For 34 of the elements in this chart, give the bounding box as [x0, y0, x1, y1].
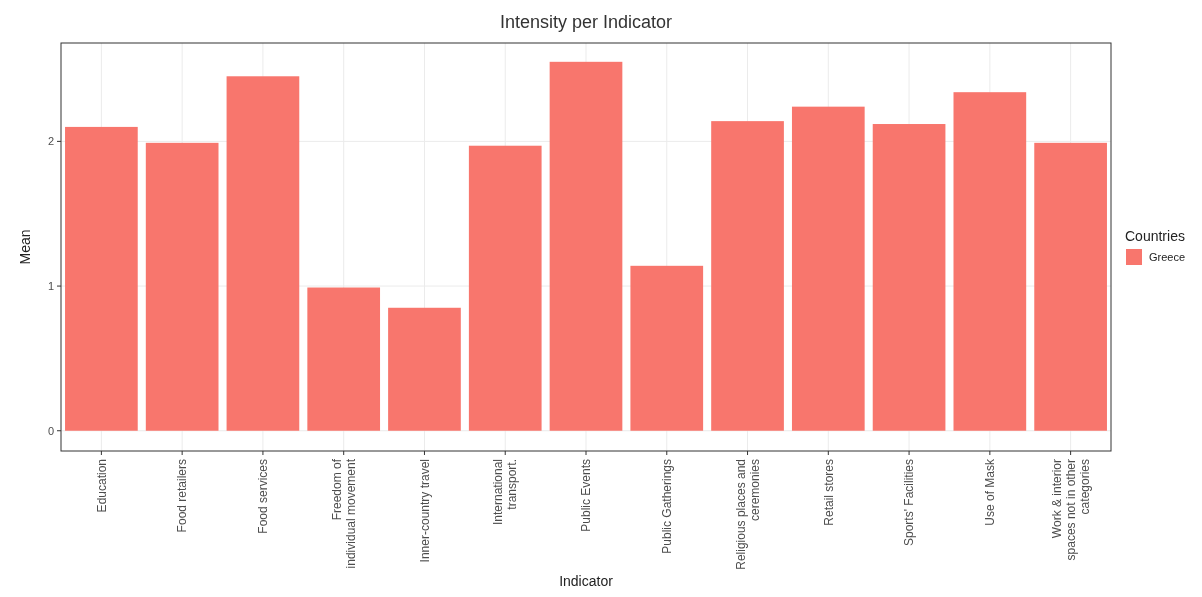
bar: [953, 92, 1027, 431]
x-tick-label: Retail stores: [821, 459, 836, 526]
y-tick-label: 2: [47, 135, 54, 148]
bar: [226, 76, 300, 431]
x-tick-label: Inner-country travel: [417, 459, 432, 563]
bar: [1034, 142, 1107, 431]
x-axis-title: Indicator: [559, 573, 614, 589]
bar: [872, 124, 946, 431]
legend-title: Countries: [1125, 228, 1185, 244]
bar: [388, 307, 461, 431]
bar: [711, 121, 784, 431]
x-tick-label: Food services: [256, 459, 271, 534]
bar: [791, 106, 865, 431]
x-tick-label: Religious places and ceremonies: [733, 459, 762, 570]
y-axis-title: Mean: [17, 229, 33, 265]
x-tick-label: Education: [94, 459, 109, 513]
x-tick-label: Public Gatherings: [659, 459, 674, 554]
x-tick-label: Public Events: [579, 459, 594, 532]
legend-label: Greece: [1149, 250, 1186, 263]
x-tick-label: Freedom of individual movement: [329, 458, 358, 569]
bar: [145, 142, 219, 431]
x-tick-label: International transport.: [491, 459, 520, 526]
chart-title: Intensity per Indicator: [499, 12, 673, 32]
bar: [630, 265, 704, 431]
bar: [307, 287, 381, 431]
x-tick-label: Use of Mask: [983, 458, 998, 526]
x-tick-label: Food retailers: [175, 459, 190, 533]
y-tick-label: 1: [47, 279, 54, 292]
bar: [65, 126, 138, 431]
x-tick-label: Work & interior spaces not in other categories: [1049, 459, 1092, 561]
bar: [549, 61, 623, 431]
bar: [468, 145, 542, 431]
x-tick-label: Sports' Facilities: [902, 459, 917, 546]
y-tick-label: 0: [47, 424, 54, 437]
